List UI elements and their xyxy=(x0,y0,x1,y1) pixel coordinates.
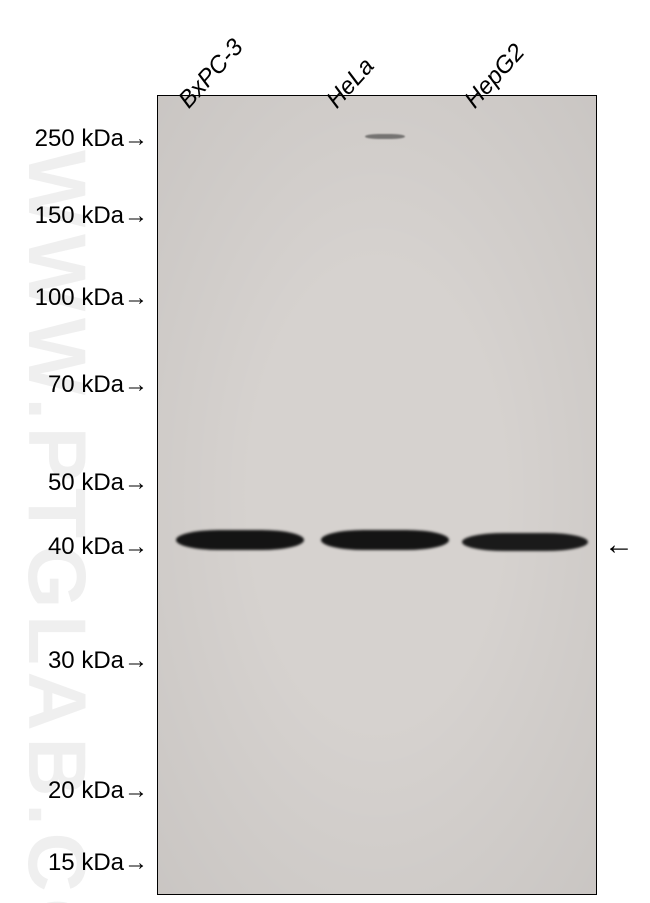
target-band-arrow: ← xyxy=(604,528,634,562)
band-lane3-40kda xyxy=(462,533,588,551)
mw-marker-20: 20 kDa→ xyxy=(0,777,148,805)
band-lane2-40kda xyxy=(321,530,449,550)
mw-marker-150: 150 kDa→ xyxy=(0,202,148,230)
mw-marker-40: 40 kDa→ xyxy=(0,533,148,561)
mw-marker-30: 30 kDa→ xyxy=(0,647,148,675)
mw-marker-100: 100 kDa→ xyxy=(0,284,148,312)
blot-membrane xyxy=(157,95,597,895)
mw-marker-15: 15 kDa→ xyxy=(0,849,148,877)
western-blot-figure: WWW.PTGLAB.COM BxPC-3 HeLa HepG2 250 kDa… xyxy=(0,0,650,903)
mw-marker-50: 50 kDa→ xyxy=(0,469,148,497)
band-lane1-40kda xyxy=(176,530,304,550)
mw-marker-70: 70 kDa→ xyxy=(0,371,148,399)
mw-marker-250: 250 kDa→ xyxy=(0,125,148,153)
faint-band-lane2-250kda xyxy=(365,134,405,139)
